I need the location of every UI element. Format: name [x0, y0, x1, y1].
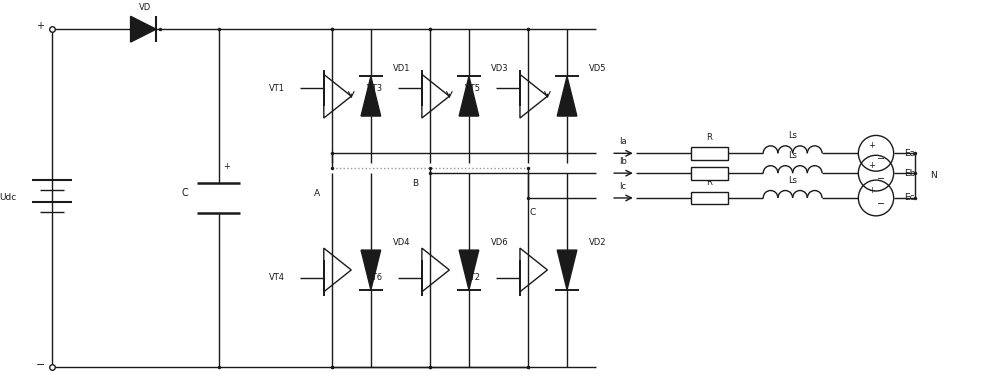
Polygon shape [361, 76, 381, 116]
Text: Ls: Ls [788, 176, 797, 185]
Text: Ea: Ea [904, 149, 915, 158]
Polygon shape [131, 16, 156, 42]
Text: B: B [412, 178, 418, 187]
Text: Ec: Ec [904, 194, 915, 203]
Text: R: R [706, 153, 712, 162]
Text: −: − [877, 174, 885, 184]
Text: +: + [868, 161, 875, 170]
Text: Ls: Ls [788, 132, 797, 140]
Text: Ic: Ic [619, 182, 627, 191]
Text: Ls: Ls [788, 151, 797, 160]
Text: Eb: Eb [904, 169, 915, 178]
Polygon shape [361, 250, 381, 290]
Text: VT3: VT3 [367, 84, 383, 93]
Text: VD5: VD5 [589, 64, 606, 73]
Text: A: A [314, 189, 320, 197]
Text: Udc: Udc [0, 194, 17, 203]
Text: VT1: VT1 [269, 84, 285, 93]
Text: VD6: VD6 [491, 238, 508, 247]
Text: VT5: VT5 [465, 84, 481, 93]
Text: VD1: VD1 [392, 64, 410, 73]
Text: −: − [36, 360, 45, 370]
Text: +: + [868, 185, 875, 194]
Text: Ia: Ia [619, 137, 627, 146]
Polygon shape [459, 76, 479, 116]
Text: R: R [706, 133, 712, 142]
Polygon shape [557, 76, 577, 116]
Polygon shape [459, 250, 479, 290]
Text: C: C [181, 188, 188, 198]
Text: N: N [930, 171, 937, 180]
Text: VT4: VT4 [269, 274, 285, 282]
Text: Ib: Ib [619, 157, 627, 166]
Text: VT6: VT6 [367, 274, 383, 282]
Text: VD2: VD2 [589, 238, 606, 247]
Text: VT2: VT2 [465, 274, 481, 282]
Text: R: R [706, 178, 712, 187]
Text: VD3: VD3 [491, 64, 508, 73]
Text: C: C [530, 208, 536, 217]
Text: VD4: VD4 [392, 238, 410, 247]
Polygon shape [557, 250, 577, 290]
Bar [691, 147, 728, 160]
Bar [691, 167, 728, 180]
Text: +: + [223, 162, 230, 171]
Text: VD: VD [139, 3, 151, 12]
Text: −: − [877, 154, 885, 164]
Text: −: − [877, 199, 885, 209]
Bar [691, 192, 728, 204]
Text: +: + [36, 21, 44, 31]
Text: +: + [868, 141, 875, 150]
